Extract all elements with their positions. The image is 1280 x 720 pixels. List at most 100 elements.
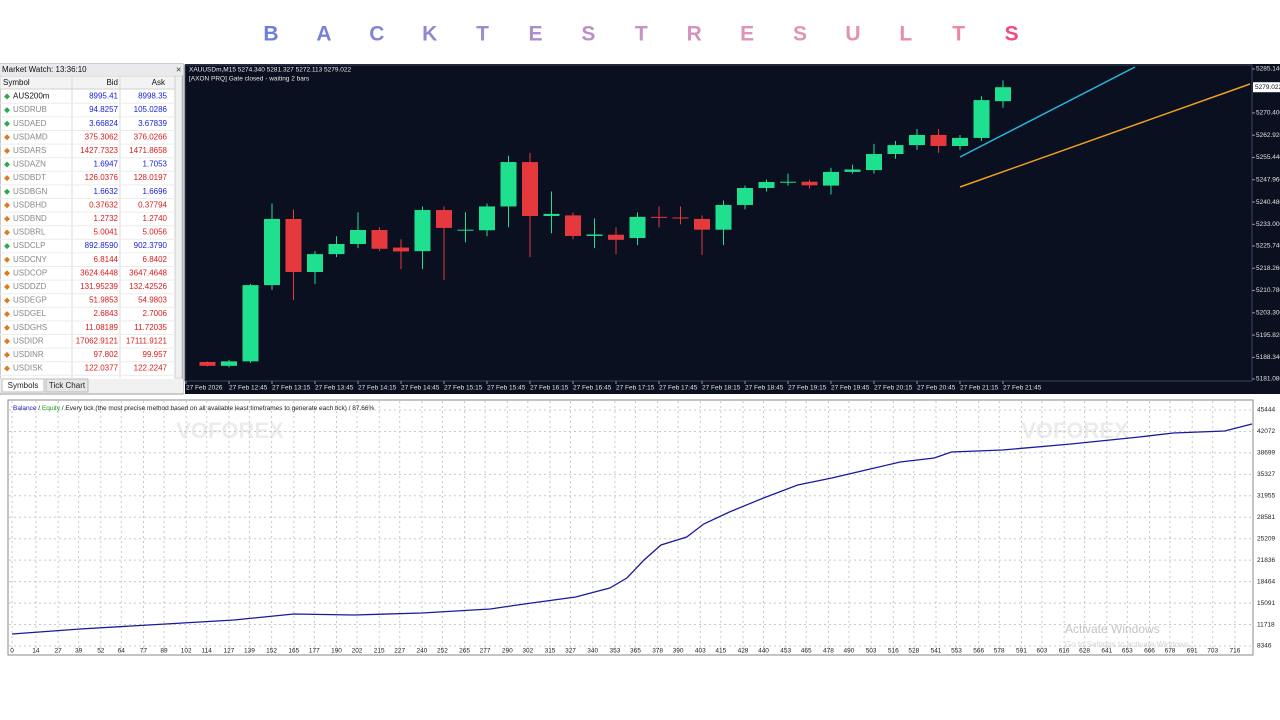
header-part: /: [37, 405, 42, 412]
candle-body: [479, 206, 495, 231]
x-tick-label: 566: [973, 648, 984, 655]
tab[interactable]: [1, 378, 45, 393]
title-letter: C: [369, 23, 384, 46]
x-tick-label: 703: [1207, 648, 1218, 655]
bid: 11.08189: [85, 323, 118, 332]
candle-body: [694, 218, 710, 230]
candle-body: [909, 134, 925, 146]
candle-body: [264, 218, 280, 286]
ask: 17111.9121: [126, 336, 168, 345]
x-tick-label: 591: [1016, 648, 1027, 655]
x-tick-label: 553: [951, 648, 962, 655]
candle-body: [973, 100, 990, 138]
candle-body: [737, 187, 753, 205]
x-tick-label: 716: [1229, 648, 1240, 655]
ask: 3647.4648: [129, 268, 167, 277]
bid: 1.6947: [94, 160, 119, 169]
candle-body: [844, 169, 861, 172]
candle-body: [371, 229, 388, 249]
bid: 892.8590: [85, 241, 119, 250]
header-part: Equity: [42, 405, 61, 412]
bid: 6.8144: [94, 255, 119, 264]
x-tick-label: 102: [181, 648, 192, 655]
x-tick-label: 403: [695, 648, 706, 655]
x-tick-label: 678: [1165, 648, 1176, 655]
column-header: Bid: [106, 78, 118, 87]
candle-body: [823, 171, 839, 186]
y-tick-label: 25209: [1257, 535, 1275, 542]
tab-label[interactable]: Tick Chart: [49, 381, 86, 390]
x-tick-label: 227: [394, 648, 405, 655]
x-tick-label: 691: [1187, 648, 1198, 655]
ask: 1.7053: [143, 160, 168, 169]
ask: 105.0286: [134, 105, 168, 114]
y-tick-label: 5262.920: [1256, 132, 1280, 139]
x-tick-label: 27 Feb 13:45: [315, 385, 354, 392]
header-part: / Every tick (the most precise method ba…: [60, 405, 375, 412]
symbol: USDBHD: [13, 200, 47, 209]
ask: 0.37794: [138, 200, 167, 209]
title-letter: S: [581, 23, 595, 46]
x-tick-label: 327: [565, 648, 576, 655]
market-watch-title: Market Watch: 13:36:10: [2, 65, 87, 74]
ask: 1471.8658: [129, 146, 167, 155]
symbol-icon: [4, 324, 10, 331]
current-price: 5279.022: [1255, 84, 1280, 91]
x-tick-label: 453: [780, 648, 791, 655]
ask: 99.957: [143, 350, 168, 359]
x-tick-label: 27: [54, 648, 62, 655]
title-letter: T: [952, 23, 965, 46]
candle-body: [672, 217, 689, 219]
symbol: USDIDR: [13, 336, 44, 345]
ask: 54.9803: [138, 296, 167, 305]
watermark: VOFOREX: [176, 418, 284, 443]
x-tick-label: 252: [437, 648, 448, 655]
bid: 94.8257: [89, 105, 118, 114]
symbol-icon: [4, 311, 10, 318]
candle-body: [758, 182, 775, 188]
candle-body: [866, 154, 882, 171]
ask: 5.0056: [143, 228, 168, 237]
x-tick-label: 27 Feb 19:45: [831, 385, 870, 392]
title-letter: S: [793, 23, 807, 46]
bid: 8995.41: [89, 92, 118, 101]
symbol: USDCOP: [13, 268, 47, 277]
header-part: Balance: [13, 405, 37, 412]
tab-label[interactable]: Symbols: [8, 381, 39, 390]
tab[interactable]: [45, 378, 89, 393]
y-tick-label: 5210.780: [1256, 287, 1280, 294]
x-tick-label: 490: [843, 648, 854, 655]
x-tick-label: 541: [931, 648, 942, 655]
symbol-icon: [4, 161, 10, 168]
symbol: USDINR: [13, 350, 44, 359]
symbol: USDAED: [13, 119, 47, 128]
candle-body: [199, 361, 216, 366]
candle-body: [780, 181, 796, 183]
y-tick-label: 5225.740: [1256, 243, 1280, 250]
x-tick-label: 202: [352, 648, 363, 655]
bid: 126.0376: [85, 173, 119, 182]
y-tick-label: 5270.400: [1256, 110, 1280, 117]
y-tick-label: 42072: [1257, 428, 1275, 435]
x-tick-label: 27 Feb 12:45: [229, 385, 268, 392]
candle-body: [500, 162, 517, 207]
close-icon[interactable]: ×: [176, 64, 181, 74]
x-tick-label: 516: [888, 648, 899, 655]
chart-header: XAUUSDm,M15 5274.340 5281.327 5272.113 5…: [189, 67, 352, 74]
x-tick-label: 628: [1079, 648, 1090, 655]
column-header: Ask: [152, 78, 166, 87]
windows-notice: Activate Windows: [1065, 622, 1160, 636]
bid: 3624.6448: [80, 268, 118, 277]
title-letter: R: [687, 23, 702, 46]
x-tick-label: 165: [288, 648, 299, 655]
bid: 3.66824: [89, 119, 118, 128]
trend-line: [959, 66, 1136, 158]
bid: 1.2732: [94, 214, 119, 223]
y-tick-label: 35327: [1257, 471, 1275, 478]
bid: 1427.7323: [80, 146, 118, 155]
symbol: USDAMD: [13, 132, 48, 141]
symbol-icon: [4, 202, 10, 209]
title-letter: U: [845, 23, 860, 46]
x-tick-label: 190: [331, 648, 342, 655]
symbol-icon: [4, 134, 10, 141]
